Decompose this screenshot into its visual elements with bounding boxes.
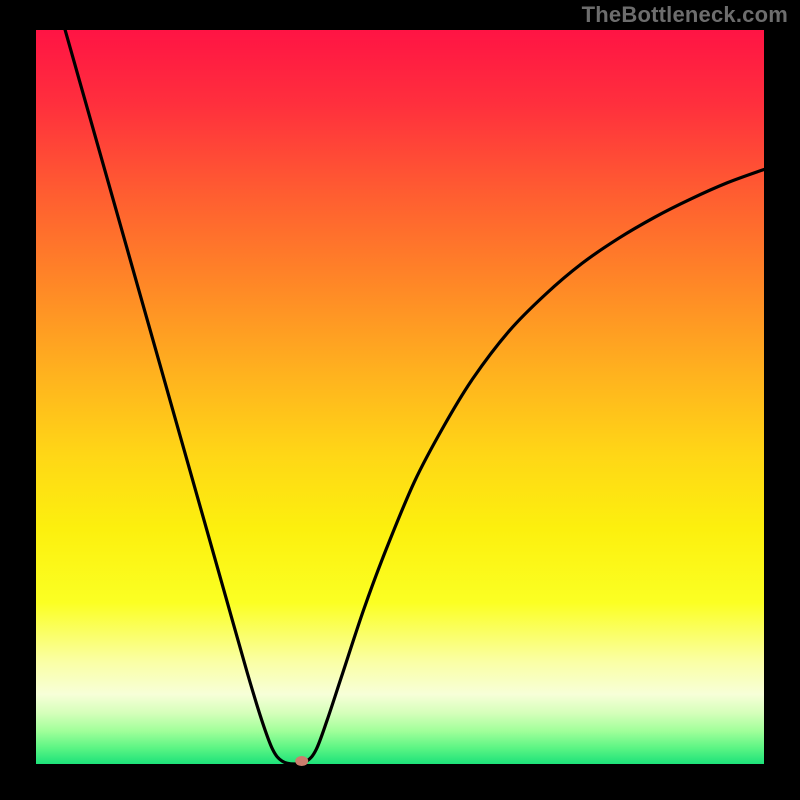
- plot-background-gradient: [36, 30, 764, 764]
- chart-container: { "watermark": { "text": "TheBottleneck.…: [0, 0, 800, 800]
- watermark-text: TheBottleneck.com: [582, 2, 788, 28]
- optimum-marker: [295, 756, 308, 766]
- bottleneck-chart: [0, 0, 800, 800]
